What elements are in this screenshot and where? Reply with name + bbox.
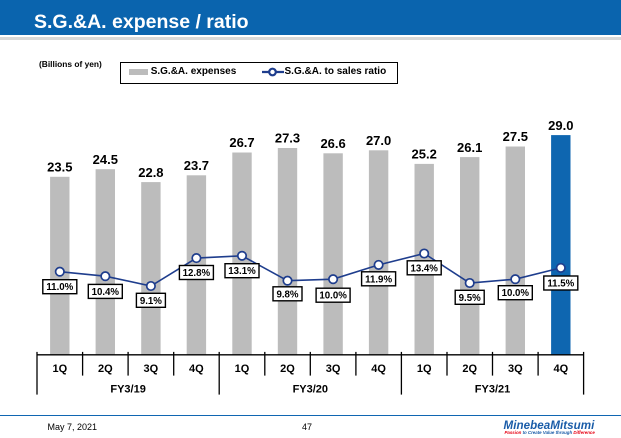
svg-text:2Q: 2Q bbox=[280, 363, 295, 375]
svg-text:10.0%: 10.0% bbox=[319, 291, 347, 302]
svg-text:9.8%: 9.8% bbox=[276, 289, 298, 300]
svg-text:23.7: 23.7 bbox=[184, 158, 209, 173]
svg-text:26.7: 26.7 bbox=[229, 135, 254, 150]
svg-text:1Q: 1Q bbox=[235, 363, 250, 375]
svg-text:24.5: 24.5 bbox=[93, 152, 118, 167]
svg-text:2Q: 2Q bbox=[462, 363, 477, 375]
svg-text:27.3: 27.3 bbox=[275, 131, 300, 146]
svg-text:FY3/21: FY3/21 bbox=[475, 383, 510, 395]
svg-text:1Q: 1Q bbox=[52, 363, 67, 375]
svg-text:11.9%: 11.9% bbox=[365, 274, 392, 285]
svg-text:FY3/20: FY3/20 bbox=[293, 383, 328, 395]
svg-text:11.5%: 11.5% bbox=[547, 279, 574, 290]
svg-text:12.8%: 12.8% bbox=[183, 268, 211, 279]
svg-text:10.4%: 10.4% bbox=[92, 287, 120, 298]
svg-text:23.5: 23.5 bbox=[47, 160, 72, 175]
svg-text:1Q: 1Q bbox=[417, 363, 432, 375]
svg-text:29.0: 29.0 bbox=[548, 118, 573, 133]
svg-text:27.0: 27.0 bbox=[366, 133, 391, 148]
svg-text:13.1%: 13.1% bbox=[228, 266, 256, 277]
svg-text:FY3/19: FY3/19 bbox=[110, 383, 145, 395]
svg-text:26.6: 26.6 bbox=[320, 136, 345, 151]
svg-text:22.8: 22.8 bbox=[138, 165, 163, 180]
svg-text:4Q: 4Q bbox=[371, 363, 386, 375]
svg-text:11.0%: 11.0% bbox=[46, 282, 73, 293]
svg-text:27.5: 27.5 bbox=[503, 129, 528, 144]
svg-text:4Q: 4Q bbox=[553, 363, 568, 375]
svg-text:2Q: 2Q bbox=[98, 363, 113, 375]
svg-text:9.5%: 9.5% bbox=[459, 293, 481, 304]
svg-text:3Q: 3Q bbox=[326, 363, 341, 375]
svg-text:13.4%: 13.4% bbox=[410, 263, 438, 274]
svg-text:3Q: 3Q bbox=[144, 363, 159, 375]
svg-text:25.2: 25.2 bbox=[412, 147, 437, 162]
svg-text:9.1%: 9.1% bbox=[140, 296, 162, 307]
svg-text:26.1: 26.1 bbox=[457, 140, 482, 155]
svg-text:4Q: 4Q bbox=[189, 363, 204, 375]
svg-text:10.0%: 10.0% bbox=[502, 288, 530, 299]
svg-text:3Q: 3Q bbox=[508, 363, 523, 375]
